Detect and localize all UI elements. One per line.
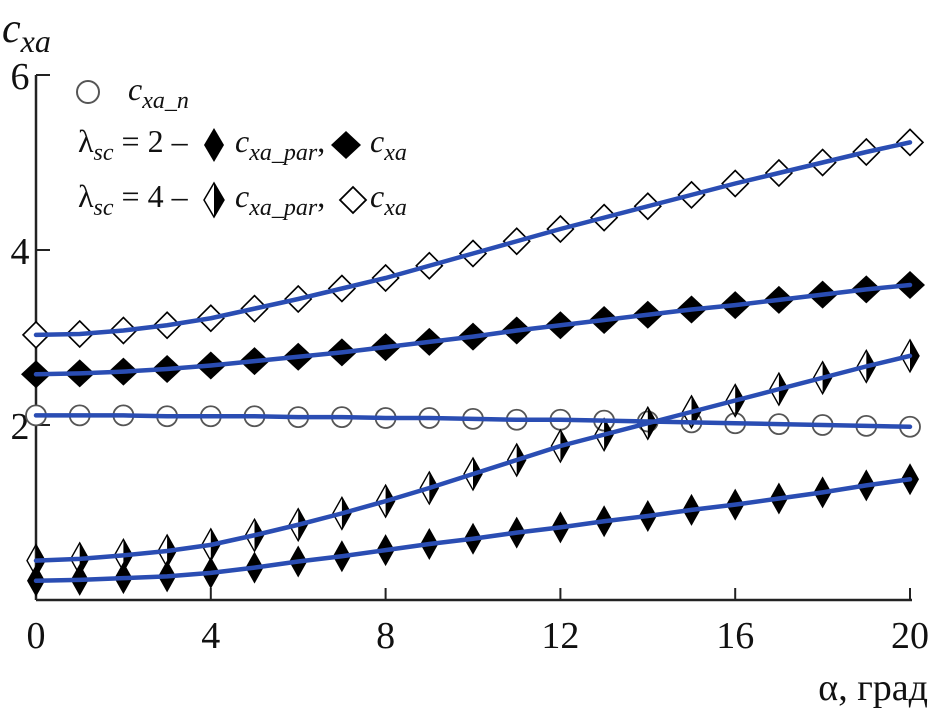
data-point-half-diamond-outline	[419, 470, 440, 506]
x-tick-label: 16	[716, 615, 754, 657]
data-point-half-diamond-open	[910, 339, 919, 372]
legend-label-cxa-n: cxa_n	[128, 71, 189, 114]
data-point-half-diamond-outline	[244, 517, 265, 553]
series-lines	[33, 140, 913, 583]
data-point-half-diamond-outline	[725, 383, 746, 418]
data-point-half-diamond-outline	[550, 428, 571, 464]
x-tick-label: 12	[541, 615, 579, 657]
y-tick-label: 4	[11, 231, 30, 273]
data-point-half-diamond-outline	[200, 527, 221, 563]
data-point-half-diamond-outline	[812, 360, 833, 396]
legend-marker-diamond-filled	[331, 131, 361, 159]
series-line	[33, 477, 913, 583]
data-point-half-diamond-outline	[69, 541, 90, 577]
x-tick-label: 4	[201, 615, 220, 657]
data-point-half-diamond-outline	[594, 417, 614, 453]
legend-marker-diamond-open	[338, 185, 368, 215]
x-tick-label: 8	[376, 615, 395, 657]
data-point-half-diamond-outline	[769, 371, 789, 407]
data-point-half-diamond-outline	[332, 495, 352, 531]
legend-label-cxa-par-4: cxa_par,	[235, 178, 325, 221]
legend: cxa_n λsc = 2 – cxa_par, cxa λsc = 4 – c…	[76, 71, 407, 221]
series-line	[33, 353, 913, 563]
legend-label-cxa-4: cxa	[370, 178, 407, 221]
data-point-half-diamond-outline	[375, 483, 396, 519]
legend-marker-circle	[76, 80, 100, 104]
data-point-half-diamond-outline	[856, 348, 877, 384]
y-tick-label: 6	[11, 56, 30, 98]
series-line	[33, 140, 913, 338]
x-axis-label: α, град	[818, 667, 928, 708]
legend-marker-half-diamond-filled	[204, 128, 224, 162]
x-tick-label: 20	[891, 615, 929, 657]
data-point-half-diamond-outline	[681, 394, 702, 430]
series-markers	[21, 128, 925, 597]
data-point-half-diamond-outline	[506, 442, 527, 478]
legend-label-cxa-2: cxa	[370, 123, 407, 166]
series-line	[33, 413, 913, 429]
legend-row-lambda-4: λsc = 4 –	[78, 178, 189, 221]
y-tick-label: 2	[11, 406, 30, 448]
legend-row-lambda-2: λsc = 2 –	[78, 123, 189, 166]
series-line	[33, 282, 913, 377]
data-point-half-diamond-outline	[113, 537, 134, 573]
data-point-half-diamond-outline	[637, 405, 658, 441]
legend-marker-half-diamond-open	[214, 183, 224, 217]
data-point-half-diamond-outline	[463, 456, 483, 492]
x-tick-label: 0	[27, 615, 46, 657]
legend-marker-half-diamond-outline	[203, 181, 225, 219]
data-point-half-diamond-outline	[288, 507, 309, 543]
data-point-half-diamond-outline	[157, 533, 177, 569]
data-point-half-diamond-outline	[26, 543, 46, 579]
data-point-half-diamond-outline	[900, 338, 920, 374]
y-axis-label: cxa	[2, 6, 51, 59]
legend-label-cxa-par-2: cxa_par,	[235, 123, 325, 166]
